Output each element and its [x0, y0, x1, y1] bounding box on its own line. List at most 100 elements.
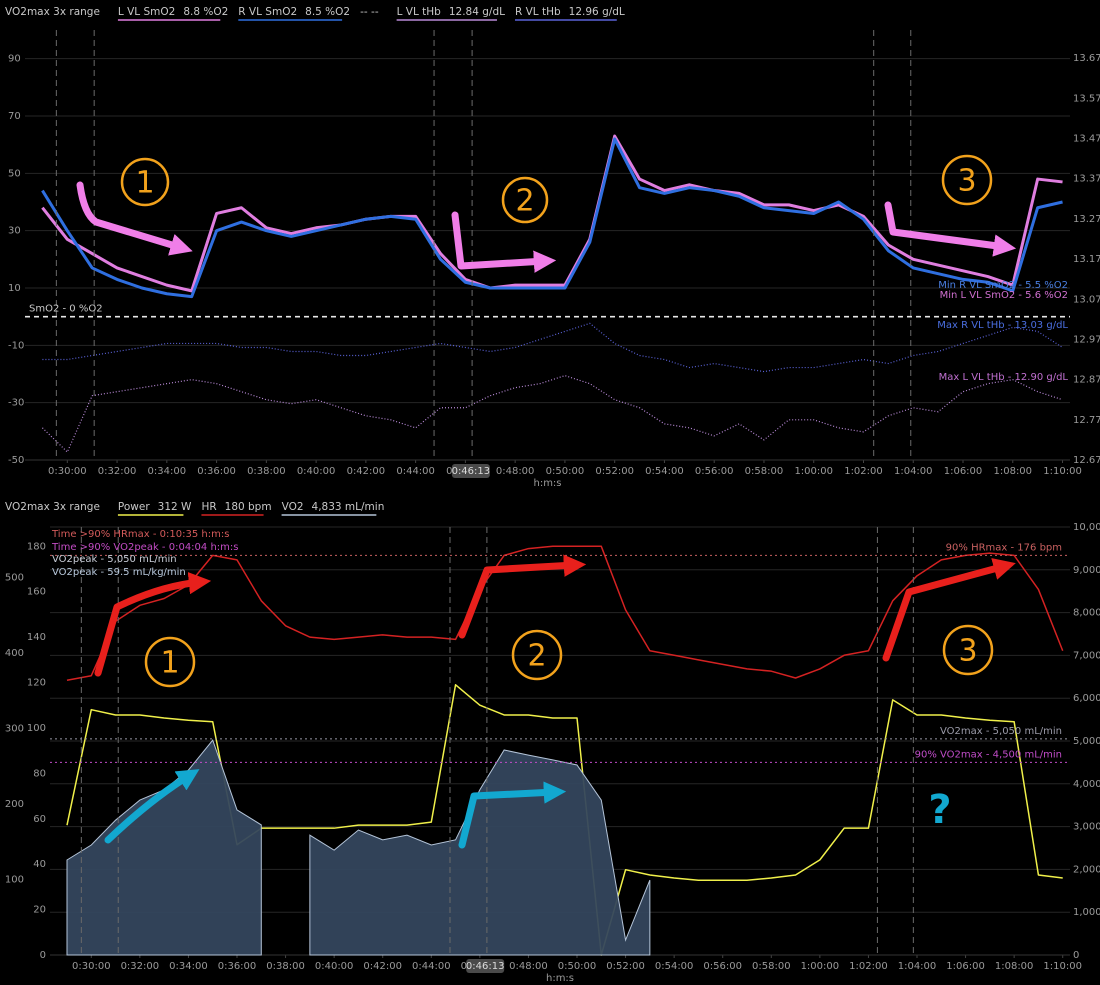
x-tick-label: 1:00:00: [801, 961, 840, 972]
reference-label: 90% VO2max - 4,500 mL/min: [915, 749, 1062, 760]
legend-title: VO2max 3x range: [5, 501, 100, 513]
x-tick-label: 1:06:00: [944, 466, 983, 477]
x-tick-label: 1:08:00: [995, 961, 1034, 972]
handwritten-label: 3: [958, 634, 977, 669]
y-tick-label: 40: [33, 859, 46, 870]
legend-readout: 8.8 %O2: [183, 6, 228, 18]
y-tick-label: 120: [27, 678, 46, 689]
legend-name: Power: [118, 501, 150, 513]
y-tick-label: 0: [40, 950, 46, 961]
x-tick-label: 0:38:00: [266, 961, 305, 972]
y-tick-label: 9,000: [1073, 565, 1100, 576]
x-tick-label: 0:34:00: [169, 961, 208, 972]
handwritten-label: 3: [957, 164, 976, 199]
x-tick-label: 1:02:00: [849, 961, 888, 972]
cursor-label: 0:46:13: [452, 466, 491, 477]
legend-name: HR: [201, 501, 216, 513]
y-tick-label: 60: [33, 814, 46, 825]
legend-entry[interactable]: HR 180 bpm: [201, 501, 271, 513]
y-tick-label: 30: [8, 226, 21, 237]
y-tick-label: 13.57: [1073, 93, 1100, 104]
x-tick-label: 0:52:00: [606, 961, 645, 972]
y-tick-label: 12.67: [1073, 455, 1100, 466]
x-tick-label: 0:40:00: [297, 466, 336, 477]
y-tick-label: 7,000: [1073, 650, 1100, 661]
annotation: Max R VL tHb - 13.03 g/dL: [937, 320, 1068, 331]
hand-arrow: [76, 181, 193, 256]
y-tick-label: 1,000: [1073, 907, 1100, 918]
legend-readout: 180 bpm: [225, 501, 272, 513]
legend-name: L VL SmO2: [118, 6, 175, 18]
y-tick-label: 6,000: [1073, 693, 1100, 704]
x-tick-label: 0:50:00: [558, 961, 597, 972]
hand-circle: [511, 629, 563, 681]
legend-readout: 8.5 %O2: [305, 6, 350, 18]
y-tick-label: 80: [33, 768, 46, 779]
x-tick-label: 0:52:00: [595, 466, 634, 477]
hand-arrow: [882, 558, 1016, 662]
legend-entry[interactable]: R VL tHb 12.96 g/dL: [515, 6, 625, 18]
y-tick-label: 500: [5, 573, 24, 584]
legend-entry[interactable]: VO2 4,833 mL/min: [282, 501, 385, 513]
legend-name: VO2: [282, 501, 304, 513]
y-tick-label: 100: [27, 723, 46, 734]
x-tick-label: 0:40:00: [315, 961, 354, 972]
x-tick-label: 1:02:00: [844, 466, 883, 477]
dotted-line-series: [42, 322, 1063, 373]
y-tick-label: 200: [5, 799, 24, 810]
reference-label: 90% HRmax - 176 bpm: [946, 542, 1062, 553]
x-tick-label: 0:32:00: [98, 466, 137, 477]
chart-panel: 90 70 50 30 10 -10 -30 -50 13.67 13.57 13.47 13.37 1…: [5, 6, 1100, 489]
y-tick-label: 5,000: [1073, 736, 1100, 747]
chart-panel: 0204060801001201401601801002003004005000…: [5, 501, 1100, 984]
y-tick-label: -10: [8, 340, 24, 351]
legend-readout: 12.96 g/dL: [569, 6, 625, 18]
hand-circle: [942, 624, 994, 676]
legend-title: VO2max 3x range: [5, 6, 100, 18]
y-tick-label: 13.27: [1073, 214, 1100, 225]
annotation: Min R VL SmO2 - 5.5 %O2: [938, 280, 1068, 291]
x-tick-label: 0:30:00: [72, 961, 111, 972]
y-tick-label: 10,000: [1073, 522, 1100, 533]
legend-name: R VL SmO2: [238, 6, 297, 18]
legend-readout: 12.84 g/dL: [449, 6, 505, 18]
cursor-badge: [451, 464, 490, 478]
line-series: [41, 134, 1063, 293]
hand-arrow: [94, 571, 212, 677]
y-tick-label: 4,000: [1073, 779, 1100, 790]
x-tick-label: 0:42:00: [347, 466, 386, 477]
x-tick-label: 1:04:00: [898, 961, 937, 972]
hand-arrow: [458, 554, 587, 639]
y-tick-label: 10: [8, 283, 21, 294]
annotation: Time >90% VO2peak - 0:04:04 h:m:s: [51, 542, 238, 553]
legend-name: R VL tHb: [515, 6, 561, 18]
cursor-label: 0:46:13: [466, 961, 505, 972]
x-tick-label: 0:38:00: [247, 466, 286, 477]
x-tick-label: 1:10:00: [1043, 466, 1082, 477]
hand-circle: [501, 176, 549, 224]
y-tick-label: 50: [8, 168, 21, 179]
y-tick-label: 13.17: [1073, 254, 1100, 265]
legend-entry[interactable]: L VL SmO2 8.8 %O2: [118, 6, 228, 18]
legend-entry[interactable]: R VL SmO2 8.5 %O2: [238, 6, 350, 18]
y-tick-label: 13.37: [1073, 174, 1100, 185]
legend-entry[interactable]: L VL tHb 12.84 g/dL: [397, 6, 506, 18]
handwritten-label: 2: [527, 639, 546, 674]
legend-readout: 4,833 mL/min: [312, 501, 385, 513]
y-tick-label: 13.47: [1073, 134, 1100, 145]
x-tick-label: 0:36:00: [218, 961, 257, 972]
x-tick-label: 0:30:00: [48, 466, 87, 477]
reference-label: SmO2 - 0 %O2: [29, 304, 103, 315]
x-tick-label: 0:54:00: [655, 961, 694, 972]
handwritten-label: 1: [160, 646, 179, 681]
handwritten-label: ?: [928, 787, 951, 833]
y-tick-label: 12.97: [1073, 334, 1100, 345]
line-series: [41, 137, 1063, 299]
x-tick-label: 0:56:00: [695, 466, 734, 477]
x-tick-label: 0:50:00: [546, 466, 585, 477]
y-tick-label: 400: [5, 648, 24, 659]
legend-entry[interactable]: Power 312 W: [118, 501, 192, 513]
reference-label: VO2max - 5,050 mL/min: [940, 726, 1062, 737]
y-tick-label: 90: [8, 54, 21, 65]
cursor-badge: [466, 959, 505, 973]
